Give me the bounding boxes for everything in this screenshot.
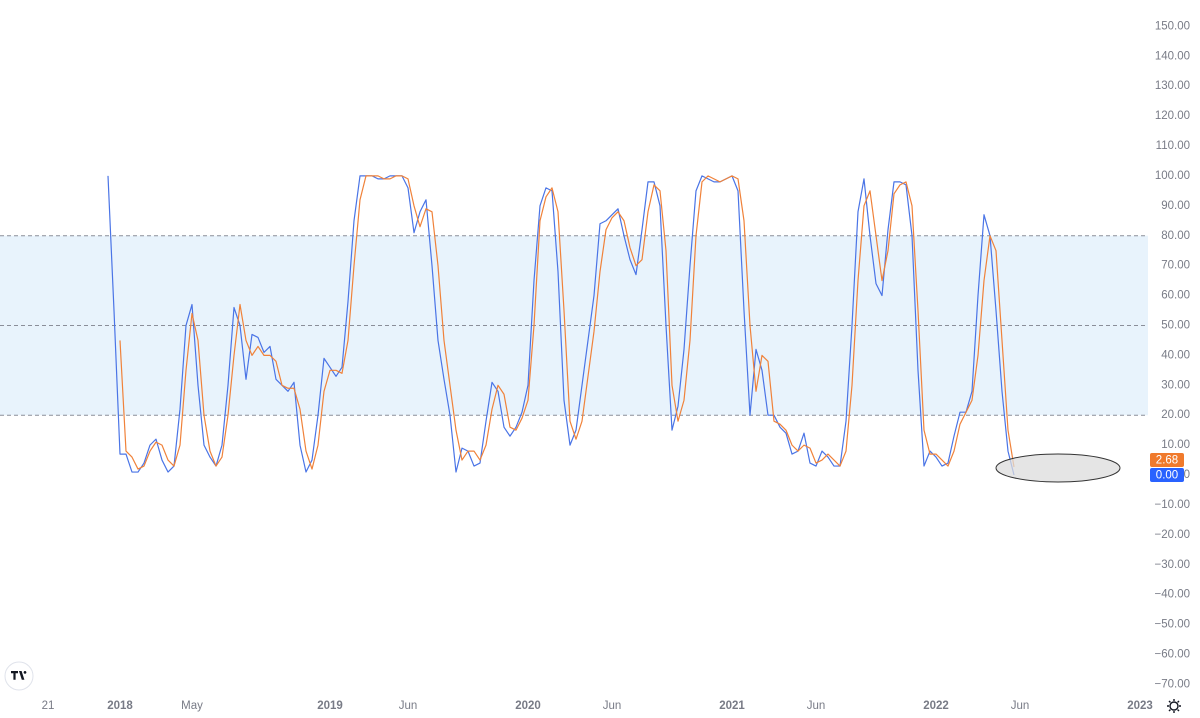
- y-tick-label: 70.00: [1161, 260, 1190, 272]
- y-tick-label: 50.00: [1161, 319, 1190, 331]
- y-tick-label: 100.00: [1155, 170, 1190, 182]
- y-tick-label: 150.00: [1155, 20, 1190, 32]
- y-tick-label: −50.00: [1155, 619, 1191, 631]
- y-tick-label: 40.00: [1161, 349, 1190, 361]
- gear-teeth: [1167, 699, 1181, 713]
- x-tick-label: Jun: [1011, 700, 1030, 712]
- y-tick-label: 120.00: [1155, 110, 1190, 122]
- x-tick-label: 2019: [317, 700, 343, 712]
- y-tick-label: 110.00: [1156, 140, 1190, 152]
- logo-mark: [11, 671, 27, 680]
- y-tick-label: 10.00: [1161, 439, 1190, 451]
- x-tick-label: 21: [42, 700, 55, 712]
- y-tick-label: 90.00: [1161, 200, 1190, 212]
- y-tick-label: −60.00: [1155, 649, 1191, 661]
- x-tick-label: 2018: [107, 700, 133, 712]
- series-line: [107, 175, 1015, 476]
- y-tick-label: −30.00: [1155, 559, 1191, 571]
- last-value-label: 0.00: [1156, 470, 1178, 482]
- x-tick-label: 2022: [923, 700, 949, 712]
- x-tick-label: 2020: [515, 700, 541, 712]
- line-layer: [107, 175, 1015, 476]
- last-value-box: [1150, 468, 1184, 483]
- highlight-ellipse: [995, 453, 1121, 483]
- y-tick-label: 20.00: [1161, 409, 1190, 421]
- logo-badge[interactable]: [4, 661, 34, 691]
- x-tick-label: 2023: [1127, 700, 1153, 712]
- x-tick-label: Jun: [603, 700, 622, 712]
- x-tick-label: Jun: [399, 700, 418, 712]
- y-tick-label: −40.00: [1155, 589, 1191, 601]
- settings-button[interactable]: [1167, 699, 1181, 713]
- logo[interactable]: [4, 661, 34, 691]
- last-value-box: [1150, 453, 1184, 468]
- y-tick-label: 60.00: [1161, 290, 1190, 302]
- x-tick-label: May: [181, 700, 203, 712]
- y-tick-label: 130.00: [1155, 80, 1190, 92]
- y-tick-label: −70.00: [1155, 678, 1191, 690]
- y-tick-label: −10.00: [1155, 499, 1191, 511]
- y-tick-label: 30.00: [1161, 379, 1190, 391]
- x-tick-label: Jun: [807, 700, 826, 712]
- series-line: [119, 175, 1015, 470]
- x-tick-label: 2021: [719, 700, 745, 712]
- y-tick-label: 140.00: [1155, 50, 1190, 62]
- y-tick-label: 80.00: [1161, 230, 1190, 242]
- last-value-label: 2.68: [1156, 455, 1178, 467]
- axis-layer: 150.00 140.00 130.00 120.00 110.00 100.00 90.0…: [42, 20, 1190, 712]
- gear-ring: [1169, 701, 1179, 711]
- y-tick-label: −20.00: [1155, 529, 1191, 541]
